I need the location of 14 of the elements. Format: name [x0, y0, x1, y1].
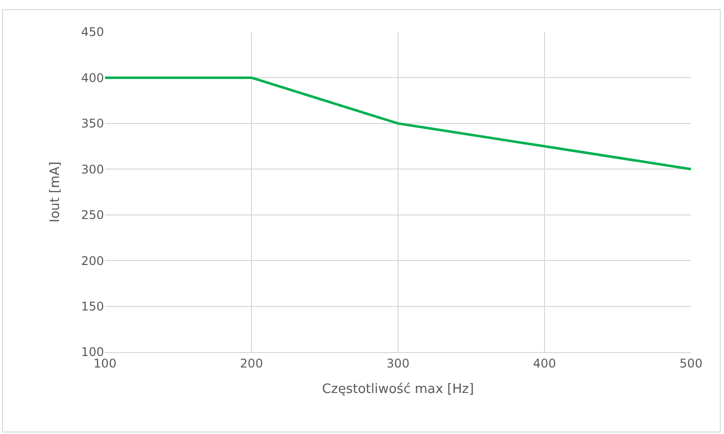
x-tick-label: 400	[533, 356, 556, 370]
x-tick-label: 500	[680, 356, 702, 370]
y-tick-label: 200	[81, 254, 104, 268]
y-tick-label: 450	[81, 25, 104, 40]
y-tick-label: 350	[81, 116, 104, 131]
y-axis-title: Iout [mA]	[48, 162, 64, 222]
y-tick-label: 400	[81, 70, 104, 85]
line-series	[105, 76, 691, 170]
x-axis-title: Częstotliwość max [Hz]	[322, 382, 474, 397]
y-tick-label: 250	[81, 208, 104, 222]
y-tick-label: 150	[81, 299, 104, 314]
x-tick-label: 200	[240, 356, 263, 370]
x-tick-label: 300	[386, 356, 410, 370]
y-tick-label: 300	[81, 162, 104, 176]
